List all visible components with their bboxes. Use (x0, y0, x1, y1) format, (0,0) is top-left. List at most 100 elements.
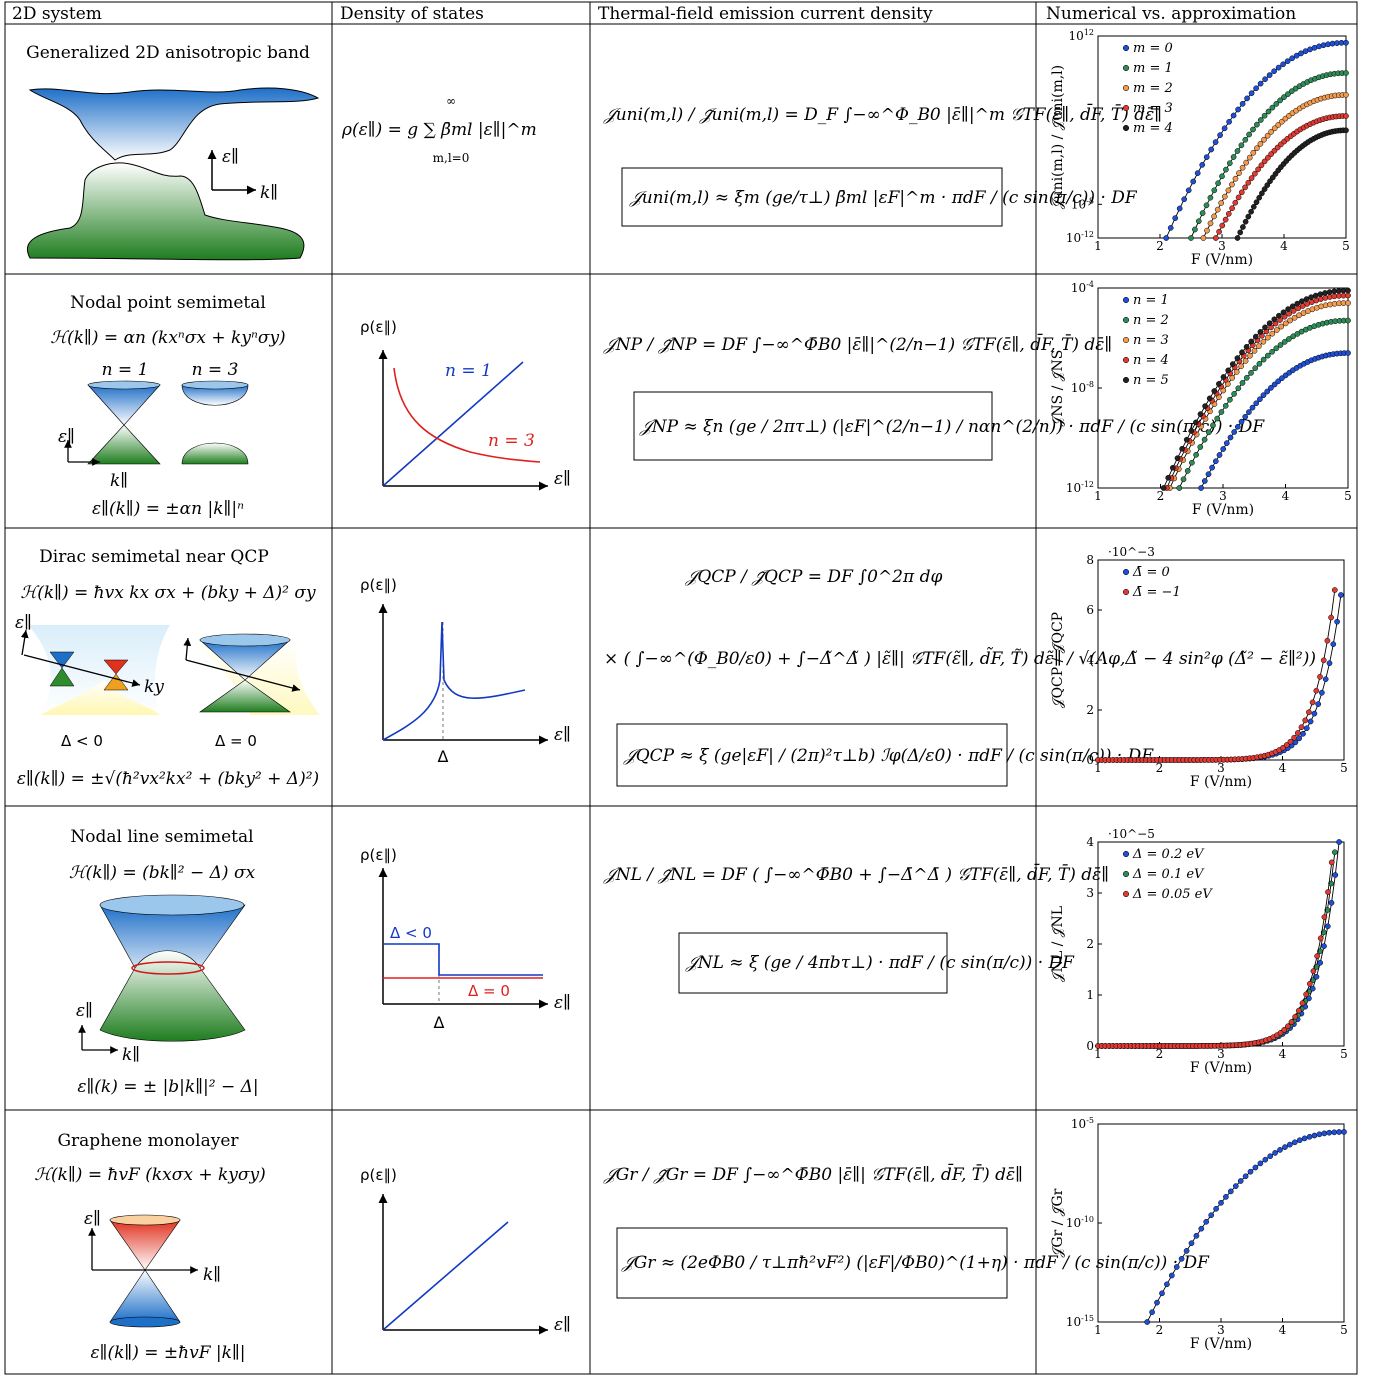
legend-label: Δ = 0.05 eV (1132, 887, 1213, 902)
fit-line (1163, 290, 1349, 489)
data-point (1261, 136, 1267, 143)
legend-marker (1122, 356, 1130, 364)
x-tick-label: 3 (1217, 761, 1225, 775)
row3-dos-x: ε∥ (554, 725, 571, 745)
data-point (1317, 935, 1324, 942)
data-point (1207, 220, 1214, 227)
data-point (1322, 676, 1329, 683)
data-point (1176, 485, 1183, 491)
data-point (1237, 1178, 1244, 1184)
row2-cones (64, 380, 249, 466)
x-tick-label: 4 (1279, 1047, 1287, 1061)
data-point (1298, 724, 1305, 731)
data-point (1184, 468, 1191, 474)
data-point (1264, 132, 1271, 139)
data-point (1195, 218, 1202, 225)
data-point (1256, 360, 1263, 367)
data-point (1271, 381, 1278, 388)
row4-dos-mark: Δ (434, 1013, 445, 1032)
data-point (1169, 464, 1176, 471)
data-point (1212, 458, 1219, 465)
data-point (1328, 880, 1334, 887)
x-tick-label: 2 (1156, 761, 1164, 775)
data-point (1243, 159, 1250, 166)
data-point (1254, 121, 1260, 128)
data-point (1227, 434, 1234, 441)
row3-dispersion: ε∥(k∥) = ±√(ħ²vx²kx² + (bky² + Δ)²) (17, 769, 319, 789)
y-tick-label: 1 (1086, 988, 1094, 1002)
data-point (1199, 162, 1206, 168)
data-point (1250, 203, 1257, 210)
row5-dos-y: ρ(ε∥) (360, 1166, 397, 1184)
data-point (1343, 70, 1349, 76)
data-point (1281, 94, 1287, 100)
data-point (1262, 76, 1268, 83)
data-point (1268, 385, 1274, 391)
y-tick-exponent: -12 (1081, 480, 1094, 489)
legend-label: m = 2 (1133, 81, 1173, 96)
data-point (1219, 173, 1225, 180)
data-point (1252, 170, 1258, 177)
data-point (1230, 112, 1237, 119)
legend-marker (1122, 104, 1130, 112)
legend-label: m = 0 (1133, 41, 1173, 56)
data-point (1268, 151, 1274, 157)
data-point (1277, 97, 1283, 104)
data-point (1239, 380, 1246, 386)
data-point (1193, 451, 1199, 458)
data-point (1168, 1272, 1175, 1279)
data-point (1188, 235, 1194, 241)
data-point (1257, 80, 1264, 87)
data-point (1260, 356, 1267, 363)
data-point (1202, 403, 1208, 409)
data-point (1233, 369, 1240, 375)
row1-approx-box (621, 167, 1003, 227)
data-point (1211, 388, 1218, 394)
y-tick-exponent: -10 (1081, 1215, 1094, 1224)
data-point (1160, 485, 1167, 491)
data-point (1280, 61, 1286, 68)
data-point (1269, 330, 1276, 337)
data-point (1204, 227, 1210, 234)
data-point (1285, 306, 1291, 312)
data-point (1212, 235, 1219, 241)
data-point (1212, 139, 1219, 145)
data-point (1296, 312, 1302, 319)
scale-note: ·10^−5 (1108, 827, 1155, 841)
data-point (1257, 396, 1263, 403)
data-point (1262, 324, 1268, 331)
data-point (1285, 91, 1291, 97)
scale-note: ·10^−3 (1108, 545, 1155, 559)
data-point (1267, 1153, 1274, 1160)
data-point (1261, 186, 1268, 192)
row5-approx-formula: 𝒥Gr ≈ (2eΦB0 / τ⊥πħ²vF²) (|εF|/ΦB0)^(1+η… (621, 1253, 1210, 1273)
data-point (1321, 914, 1328, 920)
data-point (1222, 216, 1229, 223)
data-point (1331, 1129, 1338, 1136)
data-point (1213, 1205, 1219, 1212)
data-point (1183, 1248, 1190, 1254)
data-point (1264, 334, 1271, 341)
data-point (1324, 637, 1331, 644)
y-axis-label: 𝒥Gr / 𝒥̃Gr (1050, 1188, 1066, 1257)
x-tick-label: 2 (1156, 1323, 1164, 1337)
row1-dos-lower: m,l=0 (433, 151, 470, 165)
data-point (1223, 1194, 1229, 1200)
x-tick-label: 4 (1282, 489, 1290, 503)
data-point (1199, 210, 1206, 216)
header-dos: Density of states (340, 4, 484, 24)
data-point (1289, 55, 1295, 62)
data-point (1275, 64, 1282, 71)
data-point (1226, 160, 1233, 167)
data-point (1277, 1029, 1284, 1036)
data-point (1330, 641, 1337, 648)
row5-current-formula: 𝒥Gr / 𝒥̃Gr = DF ∫−∞^Φ̄B0 |ε̄∥| 𝒢TF(ε̄∥, … (603, 1162, 1023, 1185)
x-tick-label: 1 (1094, 239, 1102, 253)
legend-label: n = 3 (1133, 333, 1169, 348)
y-tick-exponent: -12 (1081, 230, 1094, 239)
y-tick-label: 0 (1086, 753, 1094, 767)
data-point (1299, 298, 1305, 305)
data-point (1144, 1319, 1151, 1325)
row2-dos-y: ρ(ε∥) (360, 318, 397, 336)
data-point (1208, 146, 1215, 153)
